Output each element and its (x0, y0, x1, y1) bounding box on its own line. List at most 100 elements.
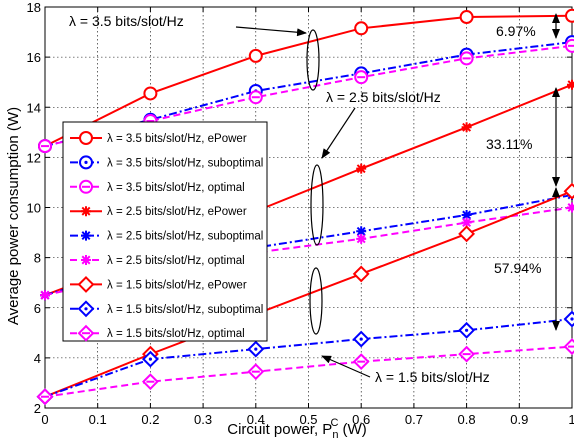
legend-marker (81, 230, 91, 241)
data-point (36, 388, 54, 406)
data-point (567, 79, 574, 90)
data-point-shape (563, 182, 574, 200)
data-point (352, 265, 370, 283)
data-point (563, 338, 574, 356)
data-point (141, 373, 159, 391)
data-point (40, 290, 50, 301)
legend-marker (79, 179, 93, 194)
annotation-ellipse-1-5 (309, 267, 323, 335)
legend-item: λ = 3.5 bits/slot/Hz, suboptimal (70, 155, 263, 170)
data-point (458, 321, 476, 339)
data-point (356, 233, 367, 244)
y-tick-label: 14 (27, 100, 41, 115)
legend-label: λ = 1.5 bits/slot/Hz, ePower (107, 279, 247, 291)
data-point (565, 38, 574, 53)
data-point (356, 226, 367, 237)
series-line (44, 41, 573, 148)
x-tick-label: 0.2 (141, 412, 159, 427)
annotation-lambda-3-5: λ = 3.5 bits/slot/Hz (69, 13, 184, 29)
data-point-shape (352, 265, 370, 283)
x-tick-label: 1 (568, 412, 574, 427)
data-point-dot (465, 328, 469, 332)
legend-label: λ = 1.5 bits/slot/Hz, optimal (107, 328, 245, 340)
y-tick-label: 16 (27, 50, 41, 65)
data-point (565, 8, 574, 23)
data-point (247, 363, 265, 381)
y-tick-label: 10 (27, 201, 41, 216)
legend-marker (77, 300, 95, 318)
data-point (354, 21, 369, 36)
annotation-lambda-1-5: λ = 1.5 bits/slot/Hz (375, 369, 490, 385)
x-tick-label: 0.3 (194, 412, 212, 427)
data-point-dot (254, 347, 258, 351)
legend-marker-ring (79, 131, 93, 145)
x-tick-label: 0.7 (405, 412, 423, 427)
data-point (458, 225, 476, 243)
y-tick-labels: 2 4 6 8 10 12 14 16 18 (27, 0, 41, 416)
y-tick-label: 4 (34, 351, 41, 366)
legend-item: λ = 2.5 bits/slot/Hz, ePower (70, 206, 247, 218)
x-axis-label-sup: C (330, 417, 338, 429)
legend-item: λ = 2.5 bits/slot/Hz, optimal (70, 255, 245, 267)
legend-label: λ = 3.5 bits/slot/Hz, suboptimal (107, 157, 263, 169)
legend-marker (79, 131, 93, 145)
data-point (354, 70, 369, 85)
annotation-lambda-2-5: λ = 2.5 bits/slot/Hz (326, 89, 441, 105)
x-axis-label-sub: n (332, 429, 338, 441)
x-tick-labels: 0 0.1 0.2 0.3 0.4 0.5 0.6 0.7 0.8 0.9 1 (41, 412, 574, 427)
annotation-arrow-3-5 (235, 26, 307, 37)
data-point (567, 202, 574, 213)
annotation-arrow-2-5 (321, 107, 356, 159)
legend-box (62, 121, 268, 342)
legend-marker (79, 155, 93, 170)
data-point-ring (354, 21, 369, 36)
x-tick-label: 0.9 (510, 412, 528, 427)
data-point-shape (563, 310, 574, 328)
x-axis-label: Circuit power, PnC (W) (227, 417, 366, 441)
legend-item: λ = 1.5 bits/slot/Hz, suboptimal (70, 300, 263, 318)
legend-marker-dot (84, 307, 88, 311)
annotation-gap-2-5: 33.11% (486, 136, 532, 152)
data-point-ring (459, 10, 474, 25)
y-axis-label: Average power consumption (W) (5, 107, 22, 325)
legend-marker-dot (84, 160, 88, 164)
data-point (356, 163, 367, 174)
legend-label: λ = 2.5 bits/slot/Hz, suboptimal (107, 231, 263, 243)
legend-marker (81, 255, 91, 265)
data-point (459, 10, 474, 25)
data-point (248, 90, 263, 105)
data-point-ring (248, 48, 263, 63)
annotation-gap-1-5: 57.94% (494, 260, 541, 276)
data-point (563, 182, 574, 200)
legend-item: λ = 1.5 bits/slot/Hz, ePower (70, 275, 247, 293)
x-tick-label: 0.5 (299, 412, 317, 427)
y-tick-label: 2 (34, 401, 41, 416)
legend-label: λ = 2.5 bits/slot/Hz, ePower (107, 206, 247, 218)
annotation-arrow-1-5 (321, 355, 371, 378)
x-tick-label: 0.4 (247, 412, 265, 427)
data-point (461, 122, 472, 133)
data-point-dot (570, 317, 574, 321)
data-point (461, 217, 472, 228)
data-point (461, 210, 472, 221)
legend-marker-shape (77, 275, 95, 293)
x-tick-label: 0.8 (458, 412, 476, 427)
data-point-dot (148, 357, 152, 361)
data-point-ring (565, 8, 574, 23)
legend-item: λ = 3.5 bits/slot/Hz, optimal (70, 179, 245, 194)
annotation-ellipse-3-5 (306, 29, 320, 91)
data-point (247, 340, 265, 358)
y-tick-label: 8 (34, 251, 41, 266)
data-point-shape (458, 225, 476, 243)
y-tick-label: 12 (27, 150, 41, 165)
legend-item: λ = 1.5 bits/slot/Hz, optimal (70, 324, 245, 342)
y-tick-label: 6 (34, 301, 41, 316)
data-point (141, 350, 159, 368)
data-point (38, 139, 52, 154)
data-point (458, 345, 476, 363)
x-tick-label: 0.1 (89, 412, 107, 427)
series-line (44, 345, 573, 398)
legend-label: λ = 2.5 bits/slot/Hz, optimal (107, 255, 245, 267)
legend-item: λ = 2.5 bits/slot/Hz, suboptimal (70, 230, 263, 243)
